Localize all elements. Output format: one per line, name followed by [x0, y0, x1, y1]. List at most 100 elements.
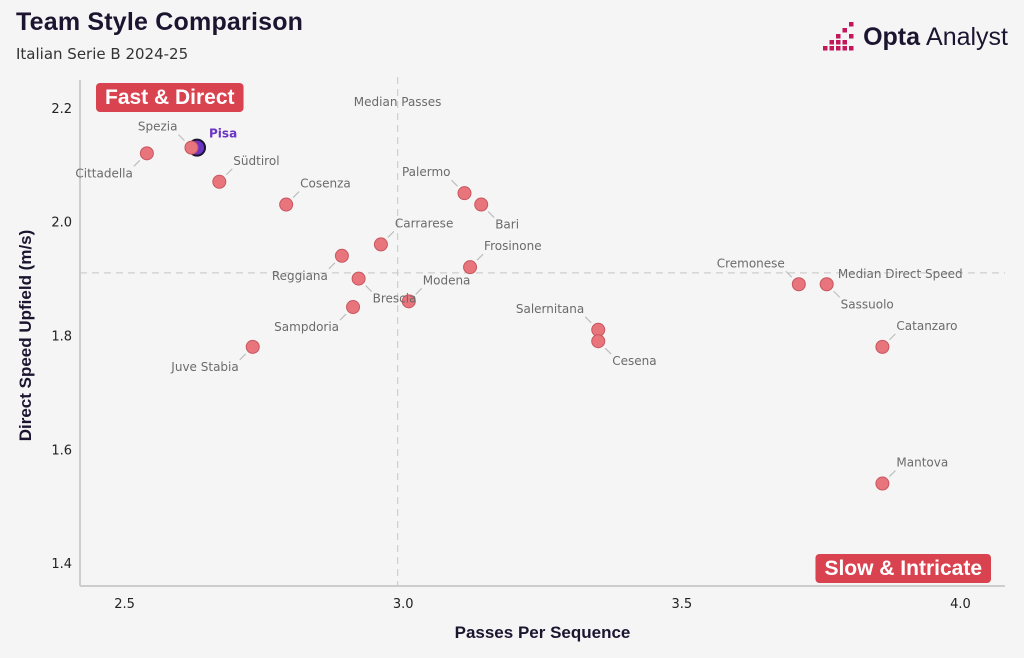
- logo-dot: [836, 40, 841, 45]
- label-sassuolo: Sassuolo: [841, 297, 894, 311]
- label-modena: Modena: [423, 273, 471, 287]
- quadrant-slow-intricate-text: Slow & Intricate: [824, 557, 982, 580]
- logo-dot: [842, 40, 848, 45]
- y-axis-label: Direct Speed Upfield (m/s): [16, 230, 35, 442]
- quadrant-fast-direct-bg: [96, 83, 244, 112]
- label-frosinone: Frosinone: [484, 239, 542, 253]
- leader-catanzaro: [888, 333, 896, 341]
- label-cremonese: Cremonese: [717, 256, 785, 270]
- label-brescia: Brescia: [373, 292, 417, 306]
- logo-word-opta: Opta: [863, 22, 921, 51]
- logo-dot: [849, 46, 854, 51]
- y-tick-label: 2.0: [51, 216, 72, 231]
- label-salernitana: Salernitana: [516, 302, 584, 316]
- point-bari: [474, 197, 489, 212]
- label-mantova: Mantova: [896, 456, 948, 470]
- label-leaders: [133, 134, 896, 477]
- chart-title: Team Style Comparison: [16, 8, 304, 36]
- label-sampdoria: Sampdoria: [274, 320, 339, 334]
- leader-reggiana: [328, 262, 336, 270]
- x-tick-label: 4.0: [950, 597, 971, 612]
- point-catanzaro: [875, 339, 890, 354]
- label-catanzaro: Catanzaro: [896, 319, 957, 333]
- label-bari: Bari: [495, 218, 519, 232]
- y-tick-label: 2.2: [51, 102, 72, 117]
- leader-bari: [487, 211, 495, 218]
- label-spezia: Spezia: [138, 120, 178, 134]
- point-palermo: [457, 186, 472, 201]
- opta-analyst-logo: Opta Analyst: [823, 22, 1008, 52]
- quadrant-slow-intricate: Slow & Intricate: [815, 554, 991, 583]
- quadrant-fast-direct-text: Fast & Direct: [105, 86, 235, 109]
- point-mantova: [875, 476, 890, 491]
- leader-juve-stabia: [239, 353, 247, 361]
- opta-logo-icon: [823, 22, 854, 51]
- leader-salernitana: [584, 316, 592, 324]
- label-palermo: Palermo: [402, 165, 451, 179]
- x-tick-label: 3.5: [671, 597, 692, 612]
- y-tick-label: 1.8: [51, 330, 72, 345]
- point-juve-stabia: [245, 339, 260, 354]
- median-passes-label: Median Passes: [354, 95, 442, 109]
- leader-spezia: [178, 134, 185, 142]
- y-tick-label: 1.4: [51, 557, 72, 572]
- logo-dot: [842, 46, 848, 51]
- point-spezia: [184, 140, 199, 155]
- point-frosinone: [463, 260, 478, 275]
- x-tick-label: 2.5: [114, 597, 135, 612]
- label-cittadella: Cittadella: [75, 166, 133, 180]
- logo-dot: [829, 46, 835, 51]
- x-axis-label: Passes Per Sequence: [455, 623, 631, 642]
- logo-dot: [823, 46, 828, 51]
- leader-brescia: [365, 285, 373, 292]
- median-lines: Median Passes Median Direct Speed: [80, 77, 1005, 586]
- leader-cesena: [604, 347, 612, 355]
- label-juve-stabia: Juve Stabia: [170, 360, 238, 374]
- leader-modena: [415, 287, 423, 295]
- label-cesena: Cesena: [612, 354, 656, 368]
- point-s-dtirol: [212, 174, 227, 189]
- leader-cittadella: [133, 159, 141, 167]
- point-cittadella: [139, 146, 154, 161]
- logo-word-analyst: Analyst: [926, 22, 1008, 51]
- leader-frosinone: [476, 253, 484, 261]
- leader-cosenza: [292, 191, 300, 198]
- quadrant-fast-direct: Fast & Direct: [96, 83, 244, 112]
- team-labels: Pisa Spezia Cittadella Südtirol Cosenza Paler…: [75, 120, 957, 470]
- point-brescia: [351, 271, 366, 286]
- leader-mantova: [888, 470, 896, 477]
- point-cosenza: [279, 197, 294, 212]
- point-sampdoria: [346, 300, 361, 315]
- point-reggiana: [334, 248, 349, 263]
- logo-dot: [849, 22, 854, 27]
- logo-dot: [849, 34, 854, 39]
- point-cesena: [591, 334, 606, 349]
- chart-subtitle: Italian Serie B 2024-25: [16, 45, 189, 63]
- label-carrarese: Carrarese: [395, 216, 453, 230]
- logo-dot: [829, 40, 835, 45]
- leader-palermo: [451, 179, 458, 187]
- point-carrarese: [373, 237, 388, 252]
- label-cosenza: Cosenza: [300, 177, 351, 191]
- point-modena: [401, 294, 416, 309]
- point-cremonese: [791, 277, 806, 292]
- leader-carrarese: [387, 230, 395, 238]
- label-s-dtirol: Südtirol: [233, 154, 279, 168]
- axes: 2.5 3.0 3.5 4.0 1.4 1.6 1.8 2.0 2.2 Passes Per Se…: [16, 80, 1005, 642]
- y-tick-label: 1.6: [51, 443, 72, 458]
- point-sassuolo: [819, 277, 834, 292]
- leader-s-dtirol: [225, 168, 233, 176]
- leader-sassuolo: [833, 290, 841, 298]
- leader-cremonese: [785, 270, 793, 278]
- quadrant-slow-intricate-bg: [815, 554, 991, 583]
- x-tick-label: 3.0: [393, 597, 414, 612]
- quadrant-badges: Fast & Direct Slow & Intricate: [96, 83, 991, 583]
- logo-dot: [842, 28, 848, 33]
- logo-dot: [836, 34, 841, 39]
- label-pisa: Pisa: [209, 127, 237, 141]
- logo-dot: [836, 46, 841, 51]
- data-points: [139, 138, 890, 491]
- leader-sampdoria: [339, 313, 347, 321]
- label-reggiana: Reggiana: [272, 269, 328, 283]
